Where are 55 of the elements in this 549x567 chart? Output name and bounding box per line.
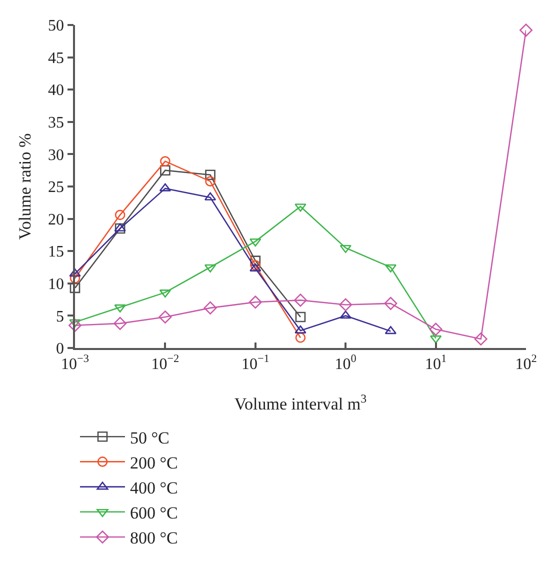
y-tick-label: 15 bbox=[48, 244, 64, 261]
point bbox=[384, 296, 398, 310]
x-axis-title: Volume interval m$^{3}$ bbox=[234, 391, 367, 414]
point bbox=[429, 322, 442, 336]
point bbox=[340, 244, 352, 254]
x-tick-label: 10$^{−2}$ bbox=[151, 353, 180, 373]
point bbox=[474, 332, 488, 346]
point bbox=[69, 268, 81, 277]
y-tick-label: 25 bbox=[48, 179, 64, 196]
x-tick-label: 10$^{−1}$ bbox=[241, 353, 270, 373]
point bbox=[340, 310, 352, 319]
point bbox=[114, 223, 126, 232]
point bbox=[158, 310, 172, 324]
point bbox=[70, 282, 80, 294]
y-tick-label: 35 bbox=[48, 114, 64, 132]
y-tick-label: 10 bbox=[48, 276, 64, 293]
point bbox=[114, 223, 126, 234]
point bbox=[250, 260, 261, 270]
point bbox=[160, 156, 170, 166]
point bbox=[294, 294, 307, 307]
x-tick-label: 10$^{2}$ bbox=[515, 353, 537, 373]
point bbox=[339, 298, 352, 312]
point bbox=[204, 301, 217, 314]
y-tick-label: 5 bbox=[56, 308, 64, 326]
point bbox=[295, 332, 306, 343]
point bbox=[205, 170, 216, 180]
y-tick-label: 30 bbox=[48, 146, 64, 164]
y-tick-label: 40 bbox=[48, 82, 64, 100]
point bbox=[248, 296, 262, 309]
point bbox=[295, 312, 306, 322]
point bbox=[114, 304, 126, 312]
legend-label: 600 °C bbox=[130, 504, 178, 523]
legend-label: 800 °C bbox=[130, 528, 178, 548]
point bbox=[294, 325, 306, 334]
point bbox=[205, 176, 216, 186]
y-axis-title: Volume ratio % bbox=[16, 133, 34, 240]
point bbox=[70, 273, 80, 284]
point bbox=[250, 256, 261, 266]
point bbox=[114, 210, 126, 220]
point bbox=[114, 316, 127, 330]
y-tick-label: 45 bbox=[48, 50, 64, 67]
x-tick-label: 10$^{0}$ bbox=[334, 353, 357, 373]
point bbox=[520, 24, 532, 37]
y-tick-label: 50 bbox=[48, 18, 64, 35]
point bbox=[250, 263, 262, 272]
point bbox=[250, 238, 262, 247]
y-tick-label: 20 bbox=[48, 211, 64, 228]
point bbox=[294, 204, 306, 212]
x-tick-label: 10$^{1}$ bbox=[425, 353, 447, 373]
point bbox=[68, 318, 82, 332]
point bbox=[160, 165, 170, 176]
point bbox=[69, 319, 81, 328]
legend-label: 400 °C bbox=[130, 478, 178, 498]
legend-label: 200 °C bbox=[130, 453, 178, 472]
legend-label: 50 °C bbox=[130, 428, 170, 448]
